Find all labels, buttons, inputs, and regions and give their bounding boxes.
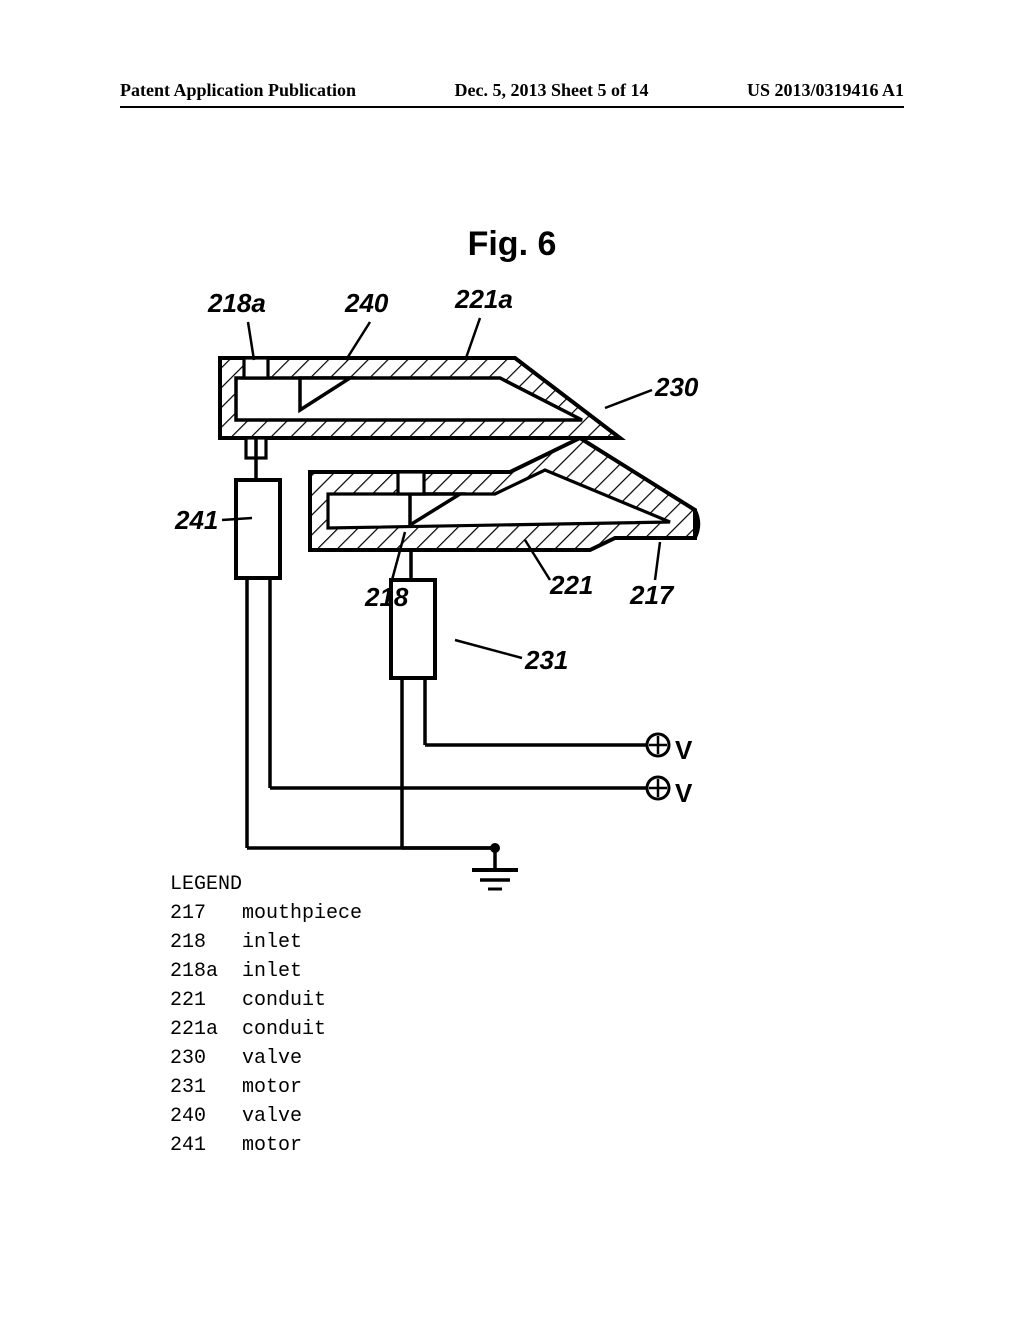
legend: LEGEND 217 mouthpiece218 inlet218a inlet… — [170, 870, 362, 1160]
callout-231: 231 — [525, 645, 568, 676]
legend-row-221a: 221a conduit — [170, 1015, 362, 1044]
header-rule — [120, 106, 904, 108]
header-center: Dec. 5, 2013 Sheet 5 of 14 — [455, 80, 649, 101]
legend-row-217: 217 mouthpiece — [170, 899, 362, 928]
callout-218: 218 — [365, 582, 408, 613]
callout-217: 217 — [630, 580, 673, 611]
patent-page: Patent Application Publication Dec. 5, 2… — [0, 0, 1024, 1320]
voltage-label: V — [675, 778, 692, 809]
legend-row-231: 231 motor — [170, 1073, 362, 1102]
legend-row-241: 241 motor — [170, 1131, 362, 1160]
legend-row-218a: 218a inlet — [170, 957, 362, 986]
legend-row-221: 221 conduit — [170, 986, 362, 1015]
page-header: Patent Application Publication Dec. 5, 2… — [0, 80, 1024, 101]
callout-218a: 218a — [208, 288, 266, 319]
callout-241: 241 — [175, 505, 218, 536]
legend-row-230: 230 valve — [170, 1044, 362, 1073]
voltage-label: V — [675, 735, 692, 766]
callout-221: 221 — [550, 570, 593, 601]
figure-title: Fig. 6 — [0, 225, 1024, 264]
terminal-plus-lower — [647, 777, 669, 799]
header-left: Patent Application Publication — [120, 80, 356, 101]
diagram: 218a 240 221a 241 230 218 221 217 231 VV — [150, 280, 750, 900]
callout-230: 230 — [655, 372, 698, 403]
terminal-plus-upper — [647, 734, 669, 756]
legend-row-218: 218 inlet — [170, 928, 362, 957]
callout-221a: 221a — [455, 284, 513, 315]
header-right: US 2013/0319416 A1 — [747, 80, 904, 101]
legend-row-240: 240 valve — [170, 1102, 362, 1131]
callout-240: 240 — [345, 288, 388, 319]
legend-items: 217 mouthpiece218 inlet218a inlet221 con… — [170, 899, 362, 1160]
legend-title: LEGEND — [170, 870, 362, 899]
